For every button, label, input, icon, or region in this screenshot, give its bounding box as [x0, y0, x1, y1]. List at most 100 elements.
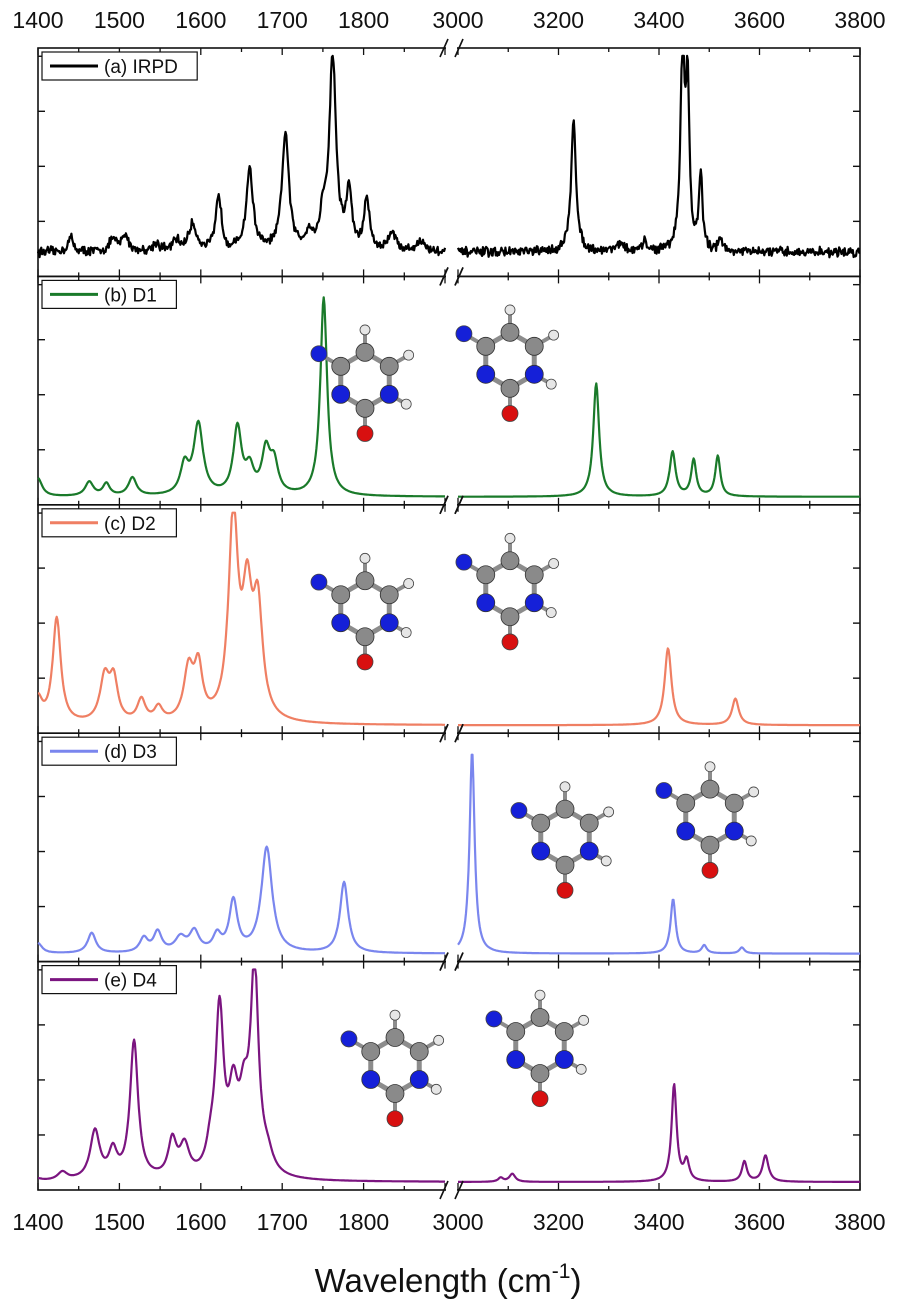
x-tick-label-bottom: 3200 — [533, 1209, 584, 1235]
hydrogen-atom — [359, 552, 371, 564]
x-tick-label-top: 1600 — [175, 7, 226, 33]
x-tick-label-bottom: 1400 — [12, 1209, 63, 1235]
oxygen-atom — [531, 1090, 549, 1108]
molecule-2 — [455, 304, 560, 422]
nitrogen-atom — [506, 1050, 526, 1069]
x-tick-label-top: 3400 — [633, 7, 684, 33]
carbon-atom — [700, 779, 720, 799]
hydrogen-atom — [745, 835, 757, 847]
carbon-atom — [355, 571, 375, 591]
nitrogen-atom — [379, 613, 399, 633]
carbon-atom — [361, 1042, 381, 1061]
carbon-atom — [554, 1022, 574, 1041]
legend-label: (a) IRPD — [104, 57, 178, 78]
series-line-4-seg2 — [457, 753, 861, 955]
carbon-atom — [355, 342, 375, 362]
axis-break-mark — [454, 495, 464, 515]
axis-break-gap — [446, 731, 457, 736]
carbon-atom — [500, 322, 520, 342]
legend-label: (e) D4 — [104, 971, 157, 992]
nitrogen-atom — [331, 384, 351, 404]
x-tick-label-bottom: 3000 — [432, 1209, 483, 1235]
series-line-2-seg2 — [457, 382, 861, 498]
panel-frame — [37, 732, 861, 963]
carbon-atom — [476, 336, 496, 356]
series-line-4-seg1 — [37, 845, 446, 955]
molecule-2 — [485, 989, 590, 1108]
nitrogen-atom — [361, 1070, 381, 1089]
legend-label: (b) D1 — [104, 285, 157, 306]
hydrogen-atom — [603, 806, 615, 818]
panels-group: (a) IRPD (b) D1 (c) D2 (d) D3 (e) D4 — [36, 38, 861, 1200]
nitrogen-atom — [676, 821, 696, 841]
molecule-1 — [340, 1009, 445, 1128]
carbon-atom — [500, 378, 520, 398]
hydrogen-atom — [504, 304, 516, 316]
panel-1: (a) IRPD — [36, 38, 861, 286]
x-tick-label-bottom: 3600 — [734, 1209, 785, 1235]
axis-break-mark — [439, 495, 449, 515]
axis-break-mark — [454, 38, 464, 58]
carbon-atom — [331, 585, 351, 605]
hydrogen-atom — [575, 1063, 587, 1075]
legend-2: (b) D1 — [41, 279, 177, 309]
carbon-atom — [530, 1008, 550, 1027]
panel-2: (b) D1 — [37, 267, 861, 515]
x-tick-label-bottom: 1700 — [257, 1209, 308, 1235]
hydrogen-atom — [548, 558, 560, 569]
axis-break-mark — [454, 723, 464, 743]
nitrogen-atom — [579, 841, 599, 861]
carbon-atom — [500, 607, 520, 627]
molecule-1 — [310, 552, 415, 671]
hydrogen-atom — [400, 627, 412, 638]
hydrogen-atom — [403, 578, 415, 589]
nitrogen-atom — [524, 364, 544, 384]
molecule-2 — [655, 761, 760, 879]
series-line-5-seg1 — [37, 968, 446, 1183]
hydrogen-atom — [704, 761, 716, 773]
series-line-2-seg1 — [37, 296, 446, 498]
hydrogen-atom — [559, 781, 571, 793]
molecule-1 — [510, 781, 615, 899]
oxygen-atom — [501, 633, 519, 651]
hydrogen-atom — [748, 786, 760, 798]
panel-5: (e) D4 — [37, 952, 861, 1200]
carbon-atom — [379, 585, 399, 605]
nitrogen-atom — [455, 325, 473, 343]
hydrogen-atom — [403, 349, 415, 361]
carbon-atom — [500, 551, 520, 571]
axis-break-mark — [439, 723, 449, 743]
hydrogen-atom — [534, 989, 546, 1001]
nitrogen-atom — [455, 553, 473, 571]
nitrogen-atom — [476, 593, 496, 613]
axis-break-gap — [446, 46, 457, 50]
nitrogen-atom — [409, 1070, 429, 1089]
x-tick-label-top: 3000 — [432, 7, 483, 33]
carbon-atom — [555, 855, 575, 875]
hydrogen-atom — [430, 1083, 442, 1095]
series-line-1-seg2 — [456, 54, 861, 259]
legend-label: (c) D2 — [104, 514, 156, 535]
panel-frame — [37, 47, 861, 278]
x-tick-label-bottom: 1500 — [94, 1209, 145, 1235]
hydrogen-atom — [545, 607, 557, 618]
axis-break-gap — [446, 1188, 457, 1192]
carbon-atom — [700, 835, 720, 855]
oxygen-atom — [701, 861, 719, 879]
x-tick-label-top: 1400 — [12, 7, 63, 33]
hydrogen-atom — [548, 329, 560, 341]
axis-break-mark — [439, 1180, 449, 1200]
x-tick-label-top: 1700 — [257, 7, 308, 33]
nitrogen-atom — [524, 593, 544, 613]
nitrogen-atom — [379, 384, 399, 404]
x-tick-label-top: 1500 — [94, 7, 145, 33]
nitrogen-atom — [655, 782, 673, 799]
nitrogen-atom — [485, 1010, 503, 1028]
nitrogen-atom — [476, 364, 496, 384]
oxygen-atom — [556, 881, 574, 899]
carbon-atom — [355, 398, 375, 418]
carbon-atom — [379, 356, 399, 376]
molecule-1 — [310, 324, 415, 442]
x-tick-label-top: 1800 — [338, 7, 389, 33]
